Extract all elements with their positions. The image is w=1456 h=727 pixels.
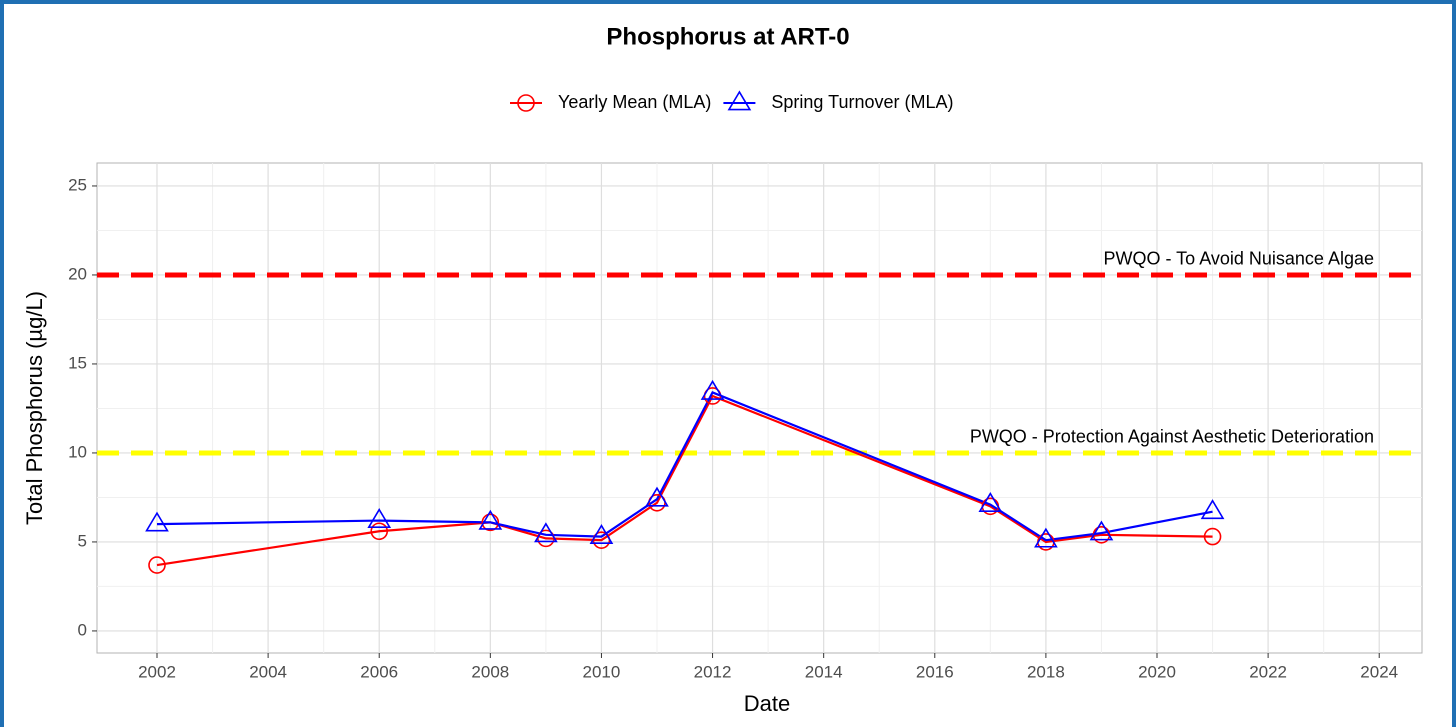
- legend-marker: [727, 90, 752, 111]
- x-tick-label: 2006: [360, 662, 398, 681]
- reference-label: PWQO - Protection Against Aesthetic Dete…: [970, 427, 1374, 447]
- point: [1203, 527, 1222, 546]
- x-tick-label: 2012: [694, 662, 732, 681]
- point: [1200, 499, 1225, 520]
- legend-label: Yearly Mean (MLA): [558, 92, 711, 112]
- point: [1089, 520, 1114, 541]
- x-tick-label: 2016: [916, 662, 954, 681]
- x-axis-title: Date: [744, 691, 790, 716]
- point: [367, 508, 392, 528]
- point: [478, 509, 503, 530]
- point: [978, 491, 1003, 512]
- x-tick-label: 2024: [1360, 662, 1398, 681]
- point: [589, 524, 614, 544]
- x-tick-label: 2022: [1249, 662, 1287, 681]
- point: [700, 379, 725, 400]
- series-line: [156, 394, 1213, 567]
- x-tick-label: 2004: [249, 662, 287, 681]
- point: [1034, 527, 1058, 548]
- chart-title: Phosphorus at ART-0: [606, 23, 849, 50]
- x-tick-label: 2020: [1138, 662, 1176, 681]
- legend-label: Spring Turnover (MLA): [771, 92, 953, 112]
- legend-marker: [517, 94, 535, 112]
- x-tick-label: 2018: [1027, 662, 1065, 681]
- x-tick-label: 2008: [471, 662, 509, 681]
- y-tick-label: 25: [68, 175, 87, 194]
- y-tick-label: 20: [68, 264, 87, 283]
- point: [534, 522, 558, 543]
- reference-label: PWQO - To Avoid Nuisance Algae: [1104, 249, 1374, 269]
- x-tick-label: 2014: [805, 662, 843, 681]
- y-tick-label: 5: [78, 531, 87, 550]
- y-tick-label: 10: [68, 442, 87, 461]
- legend: Yearly Mean (MLA) Spring Turnover (MLA): [510, 90, 953, 112]
- series-line: [156, 391, 1213, 542]
- y-axis-title: Total Phosphorus (µg/L): [22, 291, 47, 525]
- y-tick-label: 0: [78, 620, 87, 639]
- y-tick-label: 15: [68, 353, 87, 372]
- x-tick-label: 2010: [583, 662, 621, 681]
- point: [148, 556, 166, 574]
- point: [145, 511, 169, 532]
- point: [645, 486, 669, 507]
- point: [481, 513, 500, 532]
- x-tick-label: 2002: [138, 662, 176, 681]
- point: [370, 522, 389, 541]
